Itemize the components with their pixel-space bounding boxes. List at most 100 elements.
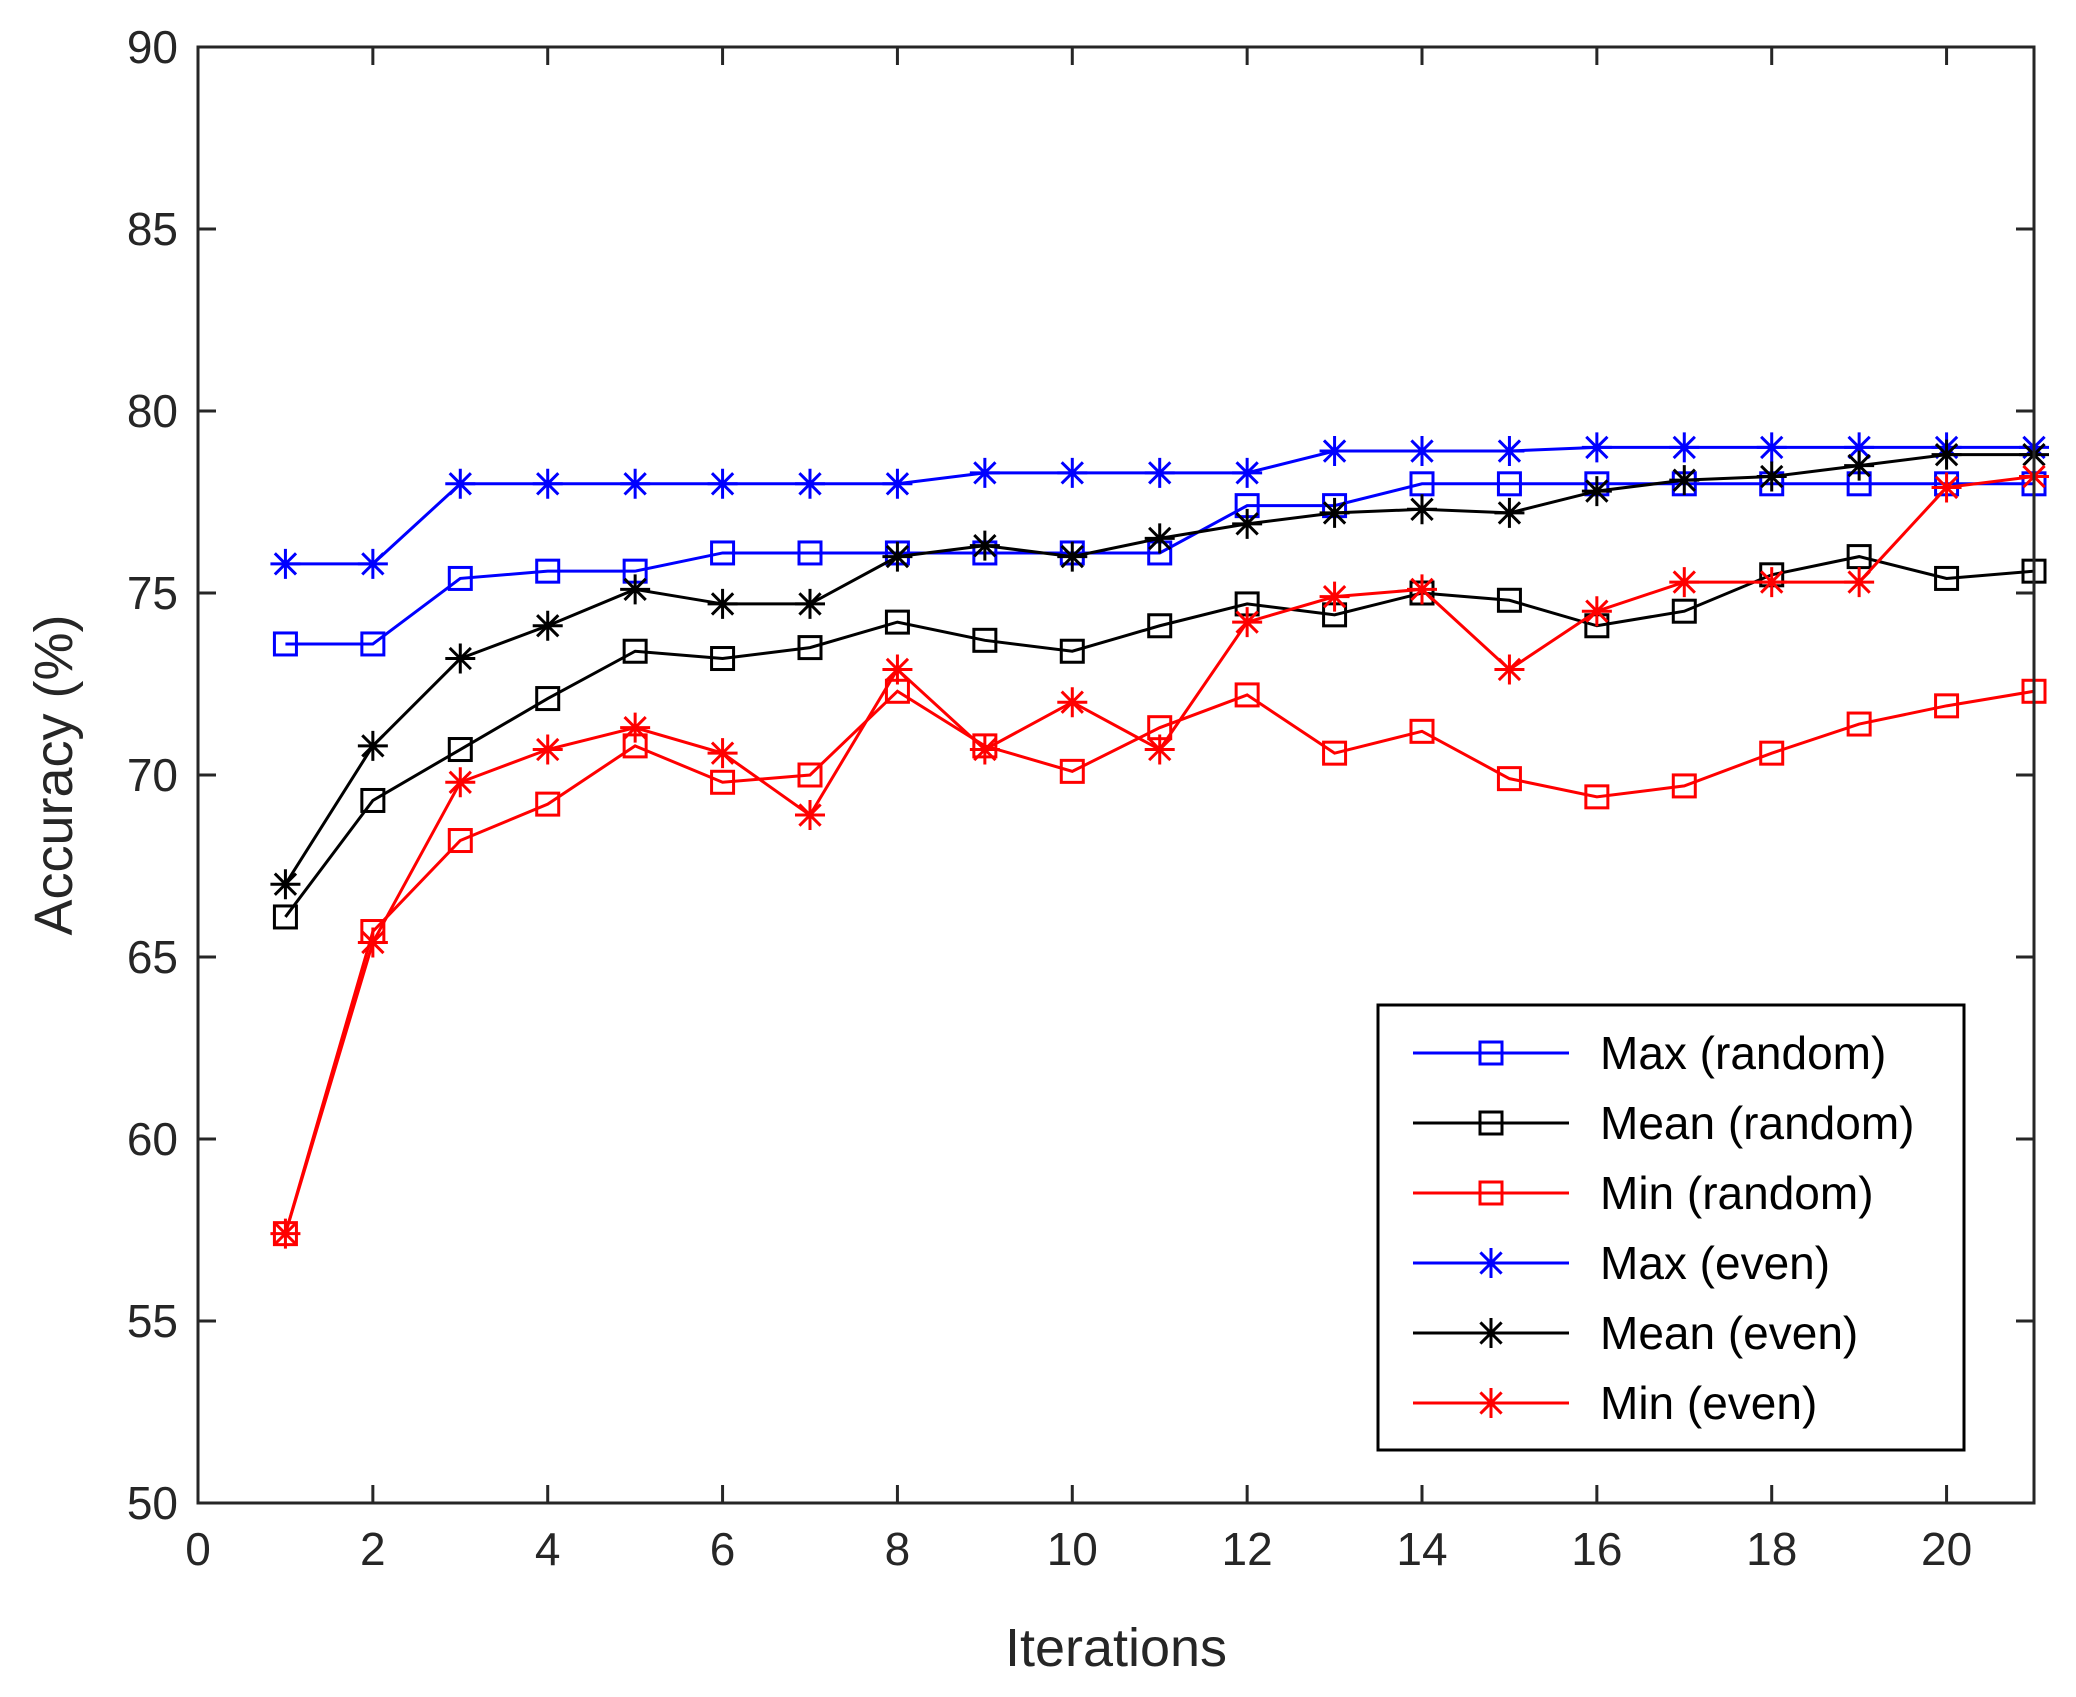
x-tick-label: 14	[1396, 1523, 1447, 1575]
legend-entry: Min (random)	[1413, 1167, 1874, 1219]
data-point	[1931, 439, 1962, 470]
series-mean-even	[270, 439, 2049, 900]
x-axis-title: Iterations	[1005, 1618, 1227, 1678]
data-point	[1846, 711, 1872, 737]
data-point	[270, 1218, 301, 1249]
y-tick-label: 70	[127, 749, 178, 801]
x-tick-label: 10	[1047, 1523, 1098, 1575]
data-point	[882, 541, 913, 572]
x-tick-label: 12	[1222, 1523, 1273, 1575]
data-point	[707, 468, 738, 499]
legend-entry: Max (random)	[1413, 1027, 1886, 1079]
data-point	[969, 457, 1000, 488]
data-point	[1844, 450, 1875, 481]
data-point	[1756, 432, 1787, 463]
data-point	[1319, 581, 1350, 612]
data-point	[710, 540, 736, 566]
data-point	[1144, 734, 1175, 765]
legend: Max (random) Mean (random) Min (random) Max…	[1376, 1003, 1966, 1452]
data-point	[620, 712, 651, 743]
data-point	[1494, 436, 1525, 467]
legend-label: Mean (even)	[1600, 1307, 1858, 1359]
legend-marker	[1476, 1318, 1506, 1348]
data-point	[532, 610, 563, 641]
data-point	[445, 643, 476, 674]
y-tick-label: 65	[127, 931, 178, 983]
data-point	[1494, 654, 1525, 685]
data-point	[445, 468, 476, 499]
data-point	[447, 828, 473, 854]
data-point	[797, 540, 823, 566]
data-point	[1059, 638, 1085, 664]
data-point	[1581, 432, 1612, 463]
data-point	[1232, 457, 1263, 488]
data-point	[1756, 567, 1787, 598]
data-point	[532, 468, 563, 499]
data-point	[1844, 432, 1875, 463]
y-tick-label: 75	[127, 567, 178, 619]
data-point	[969, 530, 1000, 561]
series-line	[283, 689, 2035, 1235]
data-point	[620, 574, 651, 605]
series-line	[284, 555, 2035, 918]
data-point	[1934, 693, 1960, 719]
data-point	[795, 588, 825, 619]
data-point	[1322, 740, 1348, 766]
y-axis: 50 55 60 65 70 75 80 85 90	[127, 21, 2034, 1529]
legend-label: Min (random)	[1600, 1167, 1874, 1219]
plot-marks	[270, 432, 2049, 1249]
data-point	[1409, 718, 1435, 744]
y-tick-label: 55	[127, 1295, 178, 1347]
legend-entry: Max (even)	[1413, 1237, 1830, 1289]
data-point	[535, 558, 561, 584]
x-tick-label: 2	[360, 1523, 386, 1575]
legend-marker	[1476, 1248, 1506, 1278]
data-point	[360, 787, 386, 813]
data-point	[1496, 587, 1522, 613]
data-point	[1671, 598, 1697, 624]
legend-entry: Min (even)	[1413, 1377, 1817, 1429]
data-point	[1669, 567, 1700, 598]
x-axis: 0 2 4 6 8 10 12 14 16 18 20	[185, 47, 1972, 1575]
data-point	[972, 627, 998, 653]
data-point	[1144, 457, 1175, 488]
data-point	[445, 767, 476, 798]
legend-marker	[1478, 1040, 1504, 1066]
data-point	[1057, 541, 1088, 572]
x-tick-label: 18	[1746, 1523, 1797, 1575]
data-point	[1232, 508, 1263, 539]
data-point	[1496, 471, 1522, 497]
data-point	[1494, 497, 1525, 528]
data-point	[1407, 574, 1437, 605]
legend-label: Max (random)	[1600, 1027, 1886, 1079]
data-point	[357, 927, 388, 958]
data-point	[360, 631, 386, 657]
series-mean-random	[272, 544, 2047, 930]
data-point	[270, 548, 301, 579]
data-point	[1319, 497, 1350, 528]
legend-label: Max (even)	[1600, 1237, 1830, 1289]
data-point	[1581, 476, 1612, 507]
legend-marker	[1478, 1180, 1504, 1206]
data-point	[1407, 494, 1437, 525]
data-point	[882, 468, 913, 499]
data-point	[1057, 687, 1088, 718]
x-tick-label: 6	[710, 1523, 736, 1575]
data-point	[1759, 740, 1785, 766]
series-min-random	[272, 678, 2047, 1247]
legend-label: Min (even)	[1600, 1377, 1817, 1429]
legend-box	[1376, 1003, 1966, 1452]
x-tick-label: 20	[1921, 1523, 1972, 1575]
data-point	[797, 762, 823, 788]
legend-marker	[1478, 1110, 1504, 1136]
data-point	[1496, 766, 1522, 792]
data-point	[1059, 758, 1085, 784]
y-tick-label: 60	[127, 1113, 178, 1165]
data-point	[710, 646, 736, 672]
data-point	[795, 800, 825, 831]
data-point	[1407, 436, 1437, 467]
legend-marker	[1476, 1388, 1506, 1418]
data-point	[707, 588, 738, 619]
data-point	[272, 631, 298, 657]
data-point	[270, 869, 301, 900]
